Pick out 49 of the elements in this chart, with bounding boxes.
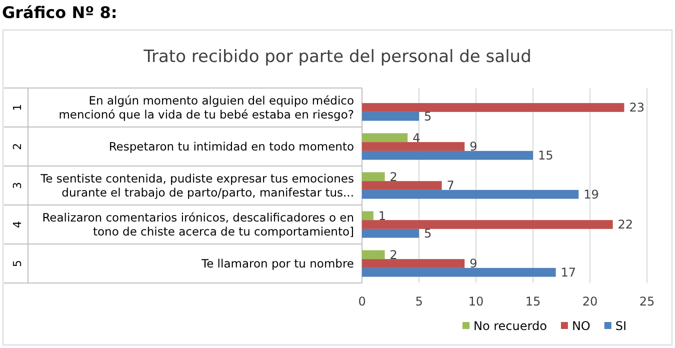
x-tick-label: 25 [639,294,655,309]
data-label: 2 [390,170,398,184]
data-label: 1 [378,208,386,223]
text: 4 [10,221,24,228]
data-label: 17 [560,266,576,280]
data-label: 5 [424,110,432,124]
bar [362,268,556,277]
legend-label: SI [615,319,627,334]
x-tick-label: 10 [468,294,484,309]
bar [362,228,419,238]
bar [362,190,579,199]
text: Gráfico Nº 8: [2,3,118,22]
bar [362,133,408,142]
legend-label: No recuerdo [473,319,547,334]
text: 5 [10,260,24,267]
data-label: 9 [470,140,478,154]
data-label: 9 [470,256,478,271]
y-tick-label: Respetaron tu intimidad en todo momento [108,140,354,154]
x-tick-label: 5 [415,294,423,309]
data-label: 15 [538,148,554,163]
bar [362,250,385,260]
bar [362,172,385,182]
data-label: 2 [390,248,398,262]
bar [362,211,374,220]
text: 1 [10,104,24,111]
y-tick-label: En algún momento alguien del equipo médico mencionó que la vida de tu bebé estaba en riesgo? [58,94,354,122]
bar [362,103,624,112]
bar [362,150,533,160]
data-label: 23 [629,100,644,115]
data-label: 7 [446,178,454,193]
bar [362,259,465,268]
bar [362,220,613,229]
data-label: 22 [618,218,634,232]
y-tick-label: Te sentiste contenida, pudiste expresar tus emociones durante el trabajo de parto/parto, manifestar tus... [40,172,354,200]
bar [362,112,419,121]
y-tick-label: Te llamaron por tu nombre [200,256,354,271]
data-label: 19 [584,188,599,202]
text: 3 [10,182,24,189]
bar [362,142,465,151]
bar [362,181,442,190]
data-label: 4 [412,130,420,145]
text: 2 [10,143,24,150]
x-tick-label: 15 [525,294,541,309]
legend-label: NO [572,319,590,334]
chart-title: Trato recibido por parte del personal de salud [142,47,532,67]
y-tick-label: Realizaron comentarios irónicos, descalificadores o en tono de chiste acerca de tu comportamiento] [42,210,354,239]
x-tick-label: 20 [582,294,598,309]
x-tick-label: 0 [358,294,366,309]
data-label: 5 [424,226,432,241]
